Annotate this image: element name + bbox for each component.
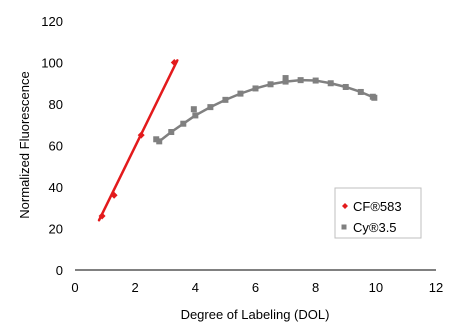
cy35-data-point	[190, 106, 197, 113]
y-tick-label: 0	[56, 263, 63, 278]
cy35-curve-marker	[357, 88, 364, 95]
x-tick-label: 6	[252, 280, 259, 295]
plot-area	[97, 59, 378, 222]
y-tick-label: 60	[49, 139, 63, 154]
x-tick-label: 10	[369, 280, 383, 295]
y-tick-label: 120	[41, 14, 63, 29]
cf583-data-point	[170, 59, 178, 66]
cy35-curve-marker	[237, 90, 244, 97]
cy35-curve-marker	[222, 96, 229, 103]
cf583-data-point	[110, 191, 118, 199]
cf583-data-point	[98, 212, 106, 220]
x-tick-label: 8	[312, 280, 319, 295]
legend-label-cy35: Cy®3.5	[353, 220, 397, 235]
cf583-data-point	[137, 131, 145, 139]
cy35-curve-marker	[282, 78, 289, 85]
x-axis-tick-labels: 0 2 4 6 8 10 12	[71, 280, 443, 295]
legend-label-cf583: CF®583	[353, 199, 402, 214]
cy35-curve-marker	[252, 85, 259, 92]
legend-marker-cy35	[341, 224, 347, 230]
cy35-curve-marker	[180, 120, 187, 127]
y-tick-label: 80	[49, 97, 63, 112]
cy35-curve-marker	[168, 129, 175, 136]
cy35-curve-marker	[327, 80, 334, 87]
x-axis-title: Degree of Labeling (DOL)	[181, 307, 330, 322]
x-tick-label: 12	[429, 280, 443, 295]
legend-marker-cf583	[342, 203, 348, 209]
cy35-curve-marker	[156, 138, 163, 145]
y-tick-label: 20	[49, 222, 63, 237]
cy35-data-point	[153, 136, 160, 143]
cy35-fit-curve	[157, 78, 376, 143]
y-axis-tick-labels: 0 20 40 60 80 100 120	[41, 14, 63, 278]
cy35-curve-marker	[297, 77, 304, 84]
cy35-curve-marker	[267, 81, 274, 88]
legend: CF®583 Cy®3.5	[334, 187, 422, 239]
cy35-curve-marker	[342, 83, 349, 90]
legend-box	[334, 187, 422, 239]
y-axis-title: Normalized Fluorescence	[17, 71, 32, 218]
cy35-data-point	[282, 75, 289, 82]
cy35-curve-marker	[192, 112, 199, 119]
x-tick-label: 4	[192, 280, 199, 295]
x-tick-label: 2	[132, 280, 139, 295]
cy35-curve-marker	[207, 104, 214, 111]
y-tick-label: 100	[41, 56, 63, 71]
y-tick-label: 40	[49, 180, 63, 195]
cy35-data-point	[369, 93, 376, 100]
cy35-curve-marker	[312, 77, 319, 84]
cf583-fit-line	[97, 59, 179, 222]
x-tick-label: 0	[71, 280, 78, 295]
